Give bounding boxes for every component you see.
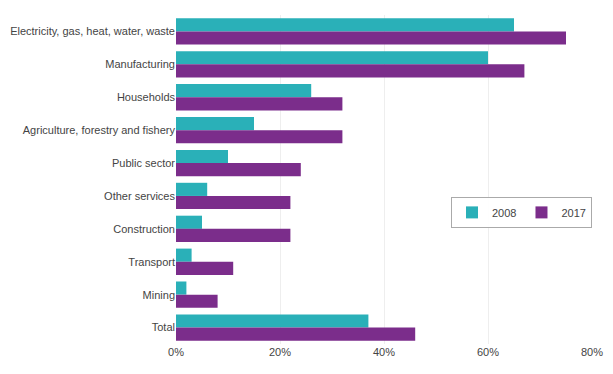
svg-text:Electricity, gas, heat, water,: Electricity, gas, heat, water, waste — [10, 25, 175, 37]
svg-text:2017: 2017 — [561, 207, 585, 219]
svg-text:Manufacturing: Manufacturing — [105, 58, 175, 70]
svg-text:Households: Households — [117, 91, 176, 103]
svg-text:0%: 0% — [168, 346, 184, 358]
svg-text:Agriculture, forestry and fish: Agriculture, forestry and fishery — [23, 124, 176, 136]
svg-text:Public sector: Public sector — [112, 157, 175, 169]
svg-text:20%: 20% — [269, 346, 291, 358]
svg-text:Mining: Mining — [143, 289, 175, 301]
svg-text:80%: 80% — [581, 346, 603, 358]
svg-text:Total: Total — [152, 321, 175, 333]
svg-text:40%: 40% — [373, 346, 395, 358]
svg-text:2008: 2008 — [492, 207, 516, 219]
svg-text:Construction: Construction — [113, 223, 175, 235]
svg-text:60%: 60% — [477, 346, 499, 358]
svg-text:Transport: Transport — [128, 256, 175, 268]
svg-text:Other services: Other services — [104, 190, 175, 202]
